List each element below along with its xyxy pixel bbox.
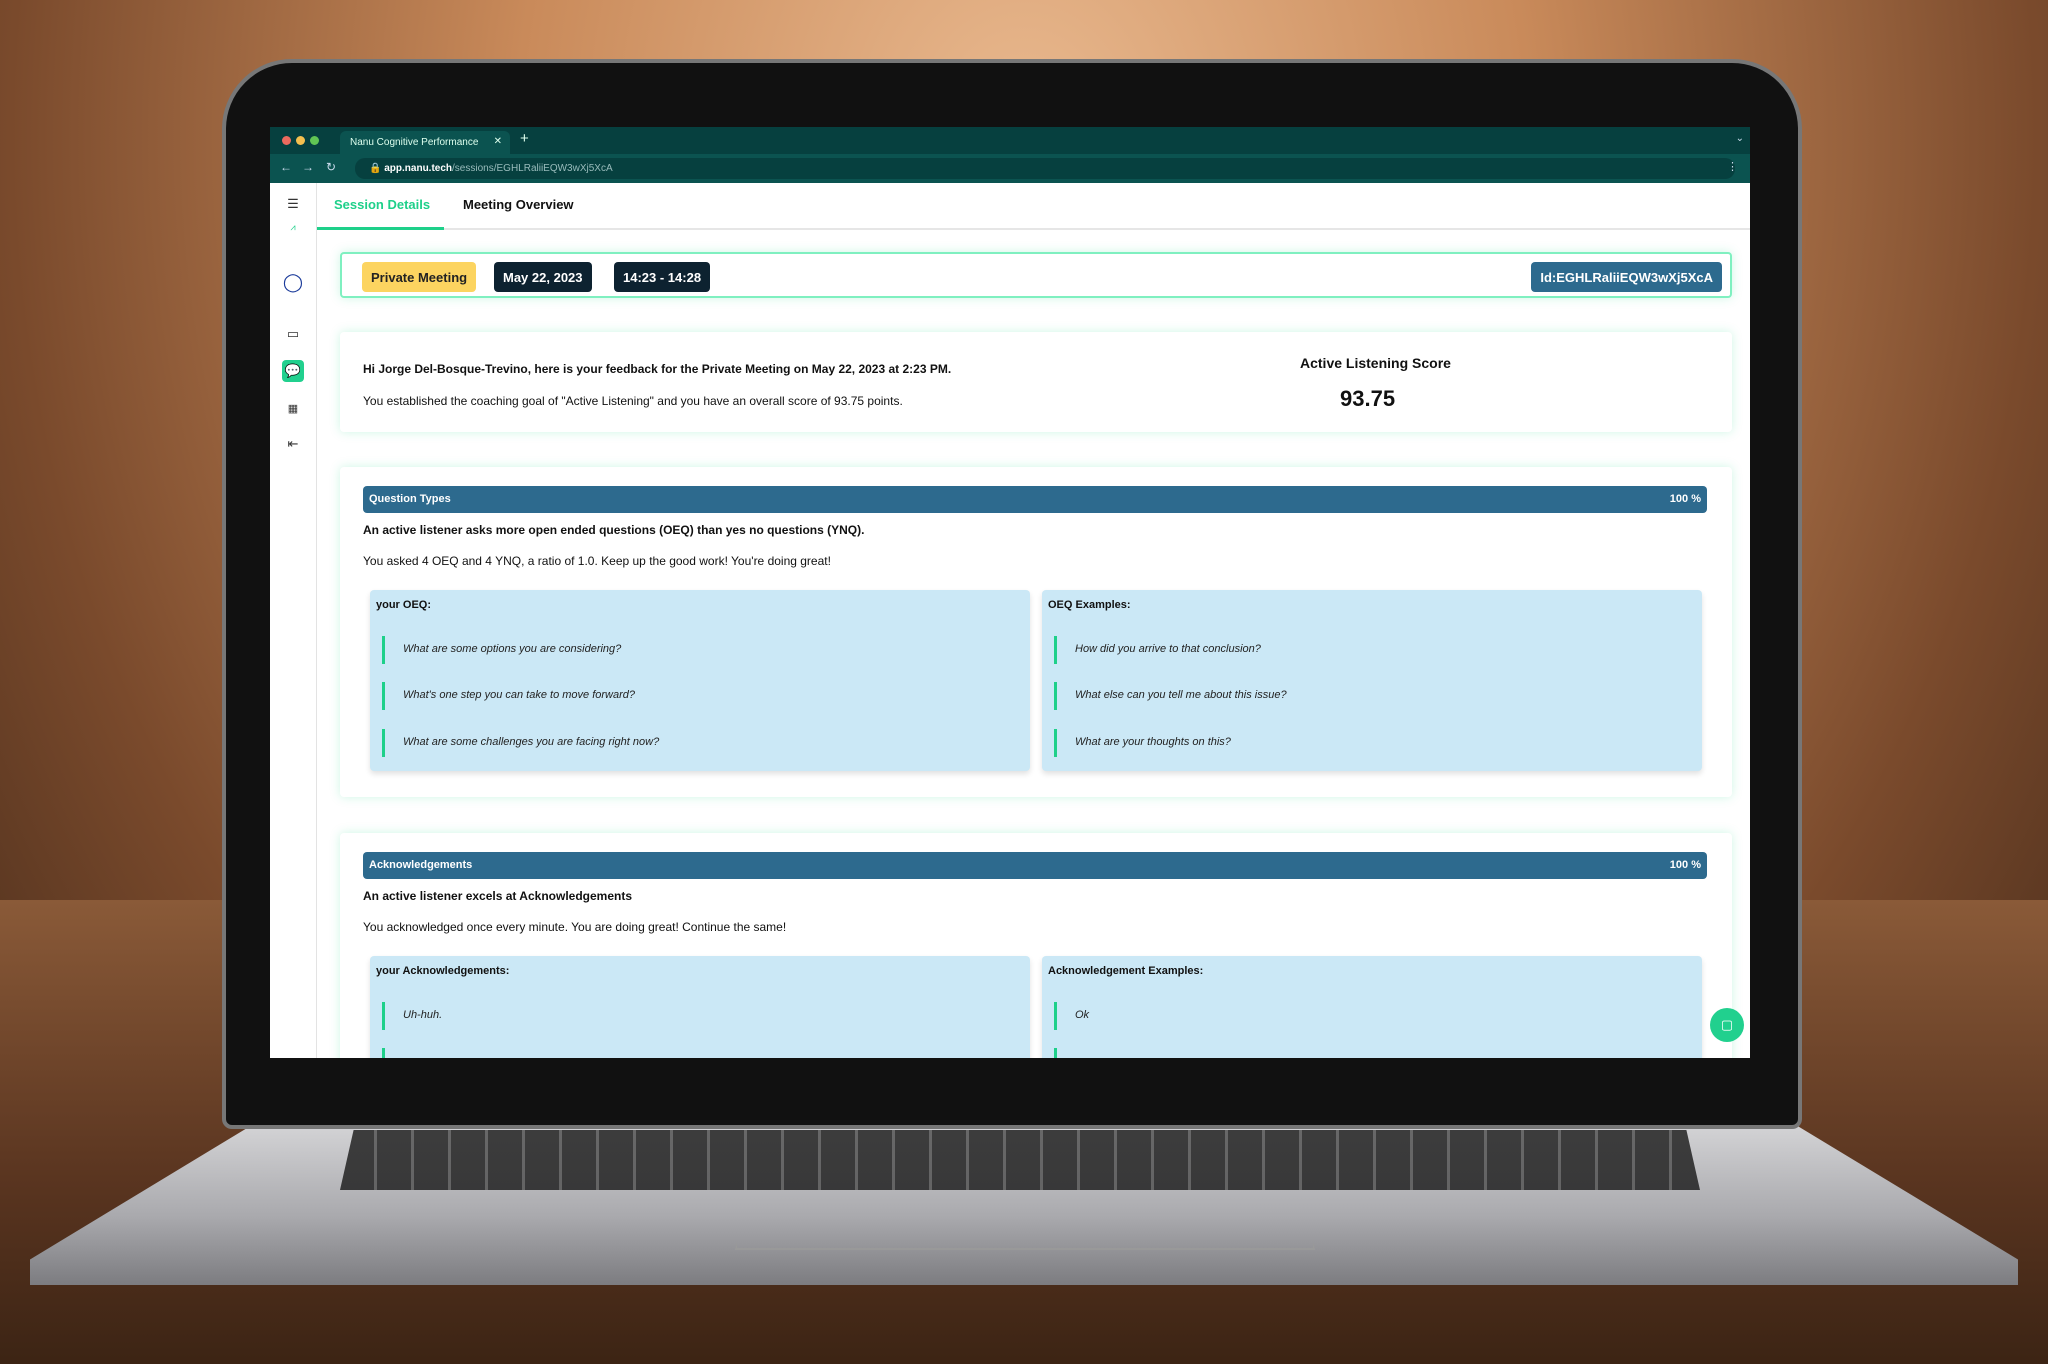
- new-tab-icon[interactable]: +: [520, 130, 529, 147]
- list-item: What are your thoughts on this?: [1054, 729, 1249, 757]
- question-types-bar: Question Types 100 %: [363, 486, 1707, 513]
- section-percent: 100 %: [1669, 859, 1701, 871]
- your-oeq-box: your OEQ: What are some options you are …: [370, 590, 1030, 771]
- logo-icon: ⩘: [290, 221, 296, 232]
- acknowledgements-card: Acknowledgements 100 % An active listener…: [340, 833, 1732, 1058]
- chat-icon[interactable]: 💬: [282, 360, 304, 382]
- video-icon[interactable]: ▭: [286, 326, 300, 341]
- sidebar: ☰ ⩘ ◯ ▭ 💬 ▦ ⇤: [270, 183, 317, 1058]
- list-item: How did you arrive to that conclusion?: [1054, 636, 1279, 664]
- time-badge: 14:23 - 14:28: [614, 262, 711, 292]
- your-acknowledgements-box: your Acknowledgements: Uh-huh.: [370, 956, 1030, 1058]
- meeting-type-badge: Private Meeting: [362, 262, 477, 292]
- section-headline: An active listener asks more open ended …: [363, 523, 865, 537]
- oeq-examples-box: OEQ Examples: How did you arrive to that…: [1042, 590, 1702, 771]
- session-id-badge: Id:EGHLRaliiEQW3wXj5XcA: [1531, 262, 1722, 292]
- list-item: What's one step you can take to move for…: [382, 682, 653, 710]
- chevron-down-icon[interactable]: ⌄: [1735, 133, 1744, 144]
- grid-icon[interactable]: ▦: [287, 402, 299, 415]
- close-tab-icon[interactable]: ✕: [493, 136, 502, 147]
- active-tab-indicator: [317, 227, 444, 230]
- maximize-window-icon[interactable]: [310, 136, 319, 145]
- session-header: Private Meeting May 22, 2023 14:23 - 14:…: [340, 252, 1732, 298]
- address-bar: ← → ↻ 🔒 app.nanu.tech/sessions/EGHLRalii…: [270, 154, 1750, 183]
- feedback-goal: You established the coaching goal of "Ac…: [363, 394, 903, 408]
- url-input[interactable]: 🔒 app.nanu.tech/sessions/EGHLRaliiEQW3wX…: [355, 158, 1735, 179]
- tab-meeting-overview[interactable]: Meeting Overview: [463, 197, 574, 212]
- browser-tab[interactable]: Nanu Cognitive Performance ✕: [340, 131, 510, 154]
- box-label: OEQ Examples:: [1048, 599, 1131, 611]
- tab-session-details[interactable]: Session Details: [334, 197, 431, 212]
- section-title: Question Types: [369, 493, 451, 505]
- list-item: What are some options you are considerin…: [382, 636, 639, 664]
- list-item: What are some challenges you are facing …: [382, 729, 677, 757]
- menu-icon[interactable]: ⋮: [1727, 161, 1738, 173]
- back-icon[interactable]: ←: [280, 160, 292, 174]
- box-label: your OEQ:: [376, 599, 432, 611]
- list-item: [1054, 1048, 1093, 1058]
- logout-icon[interactable]: ⇤: [287, 436, 299, 451]
- close-window-icon[interactable]: [282, 136, 291, 145]
- minimize-window-icon[interactable]: [296, 136, 305, 145]
- section-summary: You acknowledged once every minute. You …: [363, 920, 787, 934]
- profile-avatar-icon[interactable]: ◯: [282, 271, 304, 292]
- section-percent: 100 %: [1669, 493, 1701, 505]
- tab-bar: Session Details Meeting Overview: [317, 183, 1750, 230]
- reload-icon[interactable]: ↻: [326, 160, 337, 174]
- date-badge: May 22, 2023: [494, 262, 592, 292]
- question-types-card: Question Types 100 % An active listener a…: [340, 467, 1732, 797]
- section-headline: An active listener excels at Acknowledge…: [363, 889, 632, 903]
- forward-icon[interactable]: →: [302, 160, 314, 174]
- box-label: your Acknowledgements:: [376, 965, 510, 977]
- laptop-keyboard: [340, 1130, 1700, 1190]
- hamburger-icon[interactable]: ☰: [287, 196, 299, 211]
- url-path: /sessions/EGHLRaliiEQW3wXj5XcA: [452, 163, 613, 174]
- laptop-trackpad: [735, 1200, 1315, 1250]
- section-title: Acknowledgements: [369, 859, 473, 871]
- score-label: Active Listening Score: [1300, 355, 1451, 371]
- chat-bubble-icon: ▢: [1720, 1017, 1734, 1032]
- box-label: Acknowledgement Examples:: [1048, 965, 1204, 977]
- list-item: [382, 1048, 421, 1058]
- acknowledgement-examples-box: Acknowledgement Examples: Ok: [1042, 956, 1702, 1058]
- url-host: app.nanu.tech: [384, 163, 453, 174]
- feedback-greeting: Hi Jorge Del-Bosque-Trevino, here is you…: [363, 362, 952, 376]
- laptop-screen: Nanu Cognitive Performance ✕ + ⌄ ← → ↻ 🔒 …: [270, 127, 1750, 1058]
- list-item: Ok: [1054, 1002, 1107, 1030]
- chat-support-button[interactable]: ▢: [1710, 1008, 1744, 1042]
- feedback-card: Hi Jorge Del-Bosque-Trevino, here is you…: [340, 332, 1732, 432]
- list-item: What else can you tell me about this iss…: [1054, 682, 1305, 710]
- tab-title: Nanu Cognitive Performance: [350, 137, 479, 148]
- section-summary: You asked 4 OEQ and 4 YNQ, a ratio of 1.…: [363, 554, 831, 568]
- score-value: 93.75: [1340, 386, 1396, 411]
- acknowledgements-bar: Acknowledgements 100 %: [363, 852, 1707, 879]
- browser-tab-bar: Nanu Cognitive Performance ✕ + ⌄: [270, 127, 1750, 154]
- list-item: Uh-huh.: [382, 1002, 460, 1030]
